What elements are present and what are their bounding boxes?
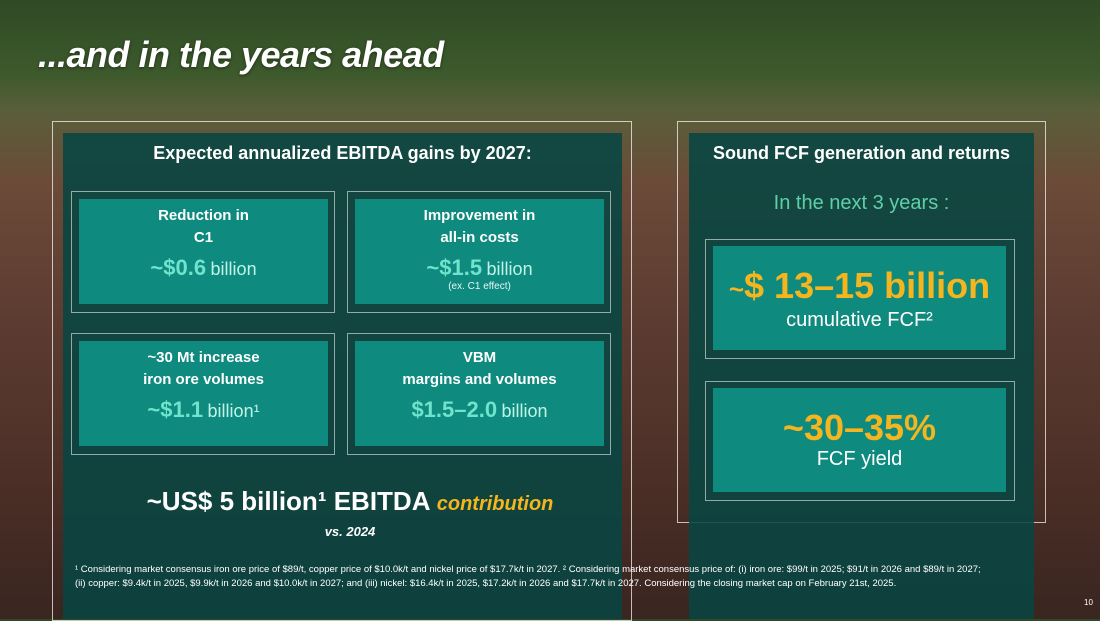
right-subheading: In the next 3 years : [773, 192, 950, 214]
card-value-number: ~$1.5 [426, 255, 483, 280]
box-frame [705, 381, 1015, 501]
box: ~30–35% FCF yield [713, 388, 1006, 492]
card-value-number: ~$0.6 [150, 255, 207, 280]
footnote: (ii) copper: $9.4k/t in 2025, $9.9k/t in… [75, 578, 897, 589]
card-value: ~$0.6 billion [79, 255, 328, 281]
comparison: vs. 2024 [324, 524, 376, 539]
total-suffix: contribution [436, 493, 554, 515]
box-prefix: ~ [728, 274, 745, 304]
card: Reduction in C1 ~$0.6 billion [79, 199, 328, 304]
box-label: FCF yield [816, 448, 903, 470]
card: ~30 Mt increase iron ore volumes ~$1.1 bil… [79, 341, 328, 446]
card-value-unit: billion [501, 401, 548, 421]
card-label: Improvement in all-in costs [355, 205, 604, 249]
right-panel [689, 133, 1034, 619]
page-number: 10 [1084, 598, 1093, 607]
card-label-line: Reduction in [158, 207, 249, 224]
card-label: Reduction in C1 [79, 205, 328, 249]
card-frame [71, 191, 335, 313]
box: ~$ 13–15 billion cumulative FCF² [713, 246, 1006, 350]
card-label: ~30 Mt increase iron ore volumes [79, 347, 328, 391]
card-value-number: ~$1.1 [147, 397, 204, 422]
box-label: cumulative FCF² [786, 309, 933, 331]
card-value: ~$1.5 billion [355, 255, 604, 281]
card: Improvement in all-in costs ~$1.5 billion(… [355, 199, 604, 304]
card-value-unit: billion [486, 259, 533, 279]
total-text: ~US$ 5 billion¹ EBITDA [146, 486, 430, 516]
card-frame [347, 191, 611, 313]
box-value: ~$ 13–15 billion [713, 266, 1006, 309]
total: ~US$ 5 billion¹ EBITDA contribution [63, 486, 637, 517]
card-label-line: VBM [462, 349, 497, 366]
footnotes: ¹ Considering market consensus iron ore … [75, 563, 1075, 591]
card-label-line: iron ore volumes [143, 371, 264, 388]
card-note: (ex. C1 effect) [448, 281, 511, 292]
box-value-text: $ 13–15 billion [744, 265, 991, 306]
slide-title: ...and in the years ahead [38, 34, 444, 75]
card-label-line: Improvement in [423, 207, 536, 224]
card-label-line: C1 [193, 229, 214, 246]
card: VBM margins and volumes $1.5–2.0 billion [355, 341, 604, 446]
card-label: VBM margins and volumes [355, 347, 604, 391]
card-value: ~$1.1 billion¹ [79, 397, 328, 423]
card-value-unit: billion [210, 259, 257, 279]
card-value: $1.5–2.0 billion [355, 397, 604, 423]
card-frame [71, 333, 335, 455]
card-frame [347, 333, 611, 455]
footnote: ¹ Considering market consensus iron ore … [75, 564, 981, 575]
right-heading: Sound FCF generation and returns [712, 143, 1010, 163]
box-value-text: ~30–35% [782, 407, 937, 448]
card-label-line: margins and volumes [402, 371, 557, 388]
left-heading: Expected annualized EBITDA gains by 2027… [153, 143, 532, 163]
card-value-unit: billion¹ [207, 401, 260, 421]
card-value-number: $1.5–2.0 [411, 397, 498, 422]
box-frame [705, 239, 1015, 359]
card-label-line: all-in costs [440, 229, 519, 246]
box-value: ~30–35% [713, 408, 1006, 448]
card-label-line: ~30 Mt increase [147, 349, 260, 366]
